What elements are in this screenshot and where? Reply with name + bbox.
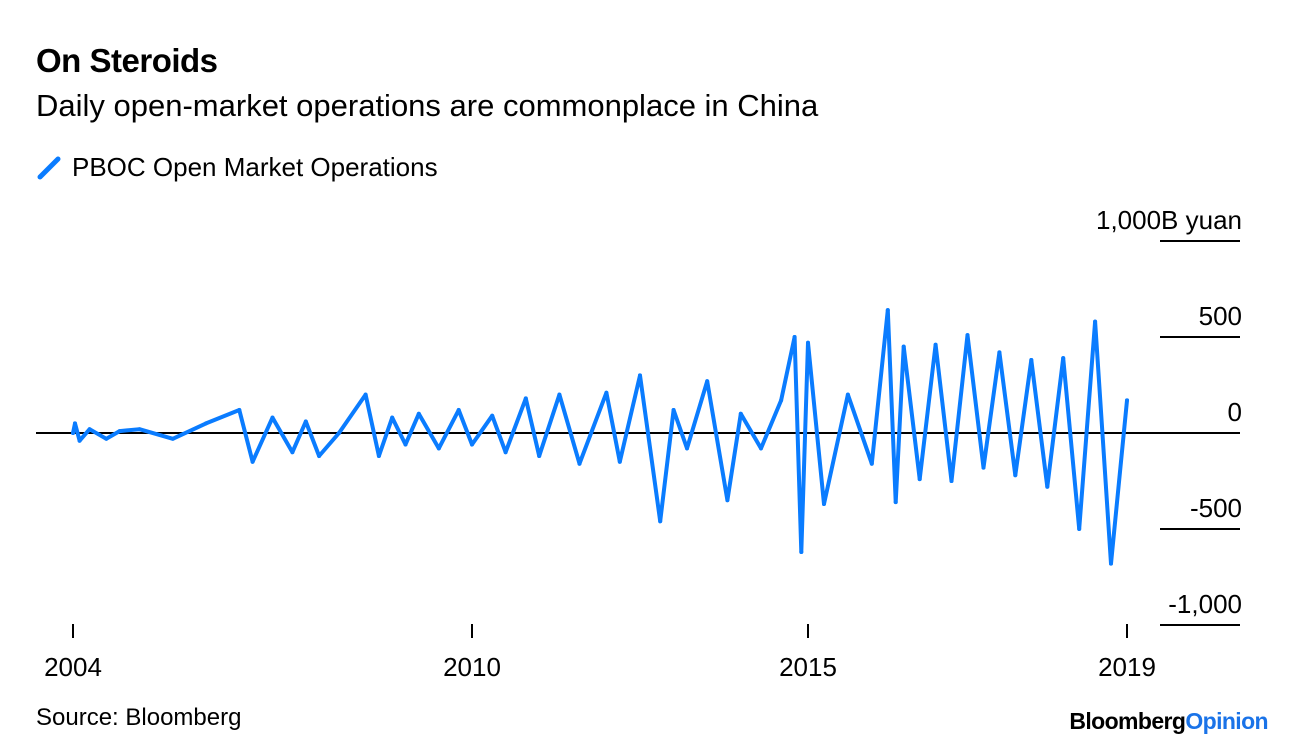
data-point [1061, 356, 1066, 361]
data-point [204, 421, 208, 426]
data-point [981, 465, 986, 470]
data-point [416, 411, 421, 416]
data-point [1029, 358, 1034, 362]
data-point [1109, 561, 1113, 566]
x-axis: 2004 2010 2015 2019 [44, 624, 1156, 682]
data-point [73, 421, 77, 426]
data-point [270, 415, 275, 420]
data-point [792, 335, 797, 339]
data-point [949, 479, 954, 483]
chart-title: On Steroids [36, 42, 218, 79]
data-point [337, 431, 341, 435]
data-point [117, 429, 122, 434]
data-point [638, 373, 642, 378]
data-point [658, 519, 663, 524]
data-point [523, 396, 528, 401]
y-tick-label: 0 [1228, 397, 1242, 427]
brand-accent: Opinion [1185, 708, 1268, 734]
data-point [71, 431, 75, 435]
data-point [806, 340, 810, 345]
data-point [965, 333, 970, 338]
data-point [799, 550, 804, 554]
data-point [1013, 473, 1018, 478]
data-point [470, 442, 474, 447]
data-point [303, 419, 308, 424]
data-point [104, 436, 109, 441]
y-tick-label: 1,000B yuan [1096, 205, 1242, 235]
series-layer [71, 308, 1129, 566]
data-point [617, 459, 622, 464]
data-point [705, 379, 710, 384]
data-point [779, 398, 784, 403]
data-point [290, 450, 295, 455]
data-point [869, 461, 874, 466]
brand-main: Bloomberg [1069, 708, 1186, 734]
data-point [725, 498, 730, 503]
y-tick-label: -500 [1190, 493, 1242, 523]
data-point [317, 454, 322, 458]
data-point [490, 413, 495, 418]
source-note: Source: Bloomberg [36, 704, 242, 731]
data-point [376, 454, 381, 458]
data-point [738, 411, 743, 416]
data-point [503, 450, 508, 455]
data-point [77, 438, 82, 443]
data-point [901, 344, 906, 349]
series-line [71, 308, 1129, 566]
y-tick-label: 500 [1199, 301, 1242, 331]
data-point [933, 342, 938, 347]
data-point [685, 446, 689, 451]
data-point [87, 427, 92, 432]
data-point [456, 408, 461, 412]
x-tick-label: 2004 [44, 652, 102, 682]
y-tick-label: -1,000 [1168, 589, 1242, 619]
legend: PBOC Open Market Operations [36, 152, 438, 183]
data-point [1125, 398, 1129, 403]
data-point [557, 392, 562, 397]
data-point [537, 454, 542, 458]
data-point [1045, 484, 1050, 489]
data-point [885, 308, 890, 313]
data-point [237, 408, 242, 412]
data-point [363, 392, 368, 397]
data-point [1077, 527, 1082, 531]
chart-subtitle: Daily open-market operations are commonp… [36, 88, 819, 123]
data-point [436, 446, 441, 451]
data-point [822, 502, 826, 506]
data-point [390, 415, 395, 420]
brand-logo: BloombergOpinion [1069, 708, 1268, 735]
data-point [893, 500, 898, 505]
legend-swatch-icon [37, 156, 61, 179]
data-point [403, 442, 408, 447]
x-tick-label: 2019 [1098, 652, 1156, 682]
data-point [577, 461, 582, 466]
legend-label: PBOC Open Market Operations [72, 152, 438, 182]
data-point [997, 350, 1002, 355]
data-point [917, 477, 922, 482]
x-tick-label: 2010 [443, 652, 501, 682]
y-axis: 1,000B yuan 500 0 -500 -1,000 [36, 205, 1242, 626]
data-point [137, 427, 142, 432]
data-point [671, 408, 676, 412]
data-point [170, 436, 175, 441]
data-point [1093, 319, 1098, 324]
data-point [250, 459, 255, 464]
data-point [759, 446, 763, 451]
data-point [845, 392, 850, 397]
x-tick-label: 2015 [779, 652, 837, 682]
data-point [604, 390, 609, 395]
